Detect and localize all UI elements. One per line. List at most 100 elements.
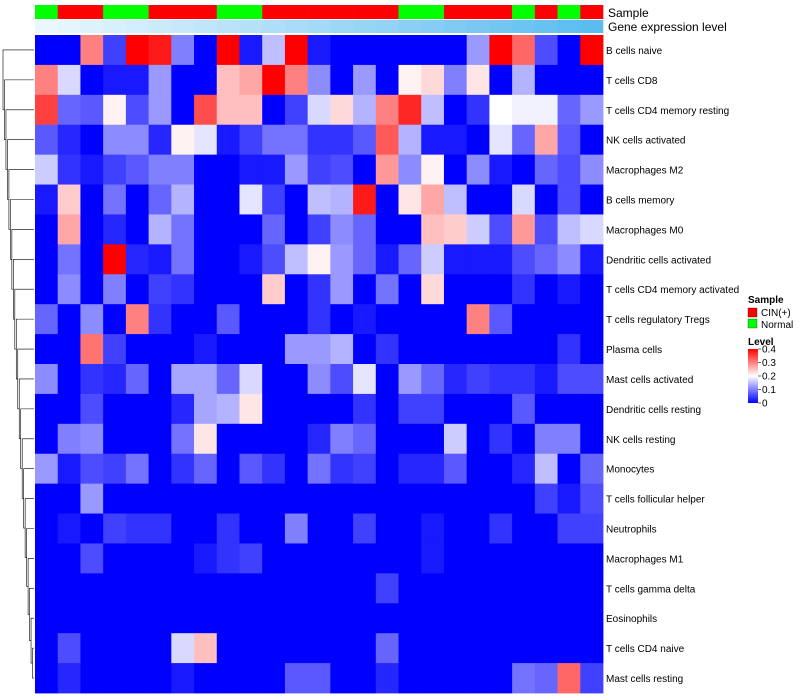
heatmap-cell (216, 304, 240, 335)
heatmap-cell (353, 603, 377, 634)
heatmap-cell (80, 35, 104, 66)
heatmap-cell (284, 663, 309, 694)
heatmap-cell (330, 483, 354, 514)
heatmap-cell (148, 64, 172, 96)
level-colorbar (748, 349, 758, 403)
heatmap-cell (80, 513, 104, 544)
heatmap-cell (262, 244, 286, 275)
sample-annotation-cell (512, 5, 536, 19)
heatmap-cell (375, 214, 399, 245)
heatmap-cell (580, 94, 604, 126)
heatmap-cell (489, 513, 513, 544)
sample-annotation-cell (375, 5, 399, 19)
heatmap-cell (489, 483, 513, 514)
heatmap-cell (512, 334, 536, 365)
heatmap-cell (557, 513, 581, 544)
heatmap-cell (125, 453, 149, 485)
heatmap-cell (35, 94, 59, 126)
heatmap-cell (330, 274, 354, 305)
heatmap-cell (580, 304, 604, 335)
heatmap-cell (489, 364, 513, 395)
expression-annotation-cell (375, 20, 399, 33)
heatmap-cell (353, 35, 377, 66)
heatmap-cell (57, 543, 81, 574)
heatmap-cell (534, 244, 558, 275)
heatmap-cell (148, 633, 172, 664)
heatmap-cell (443, 124, 468, 156)
heatmap-cell (239, 214, 263, 245)
heatmap-cell (307, 423, 331, 455)
heatmap-cell (307, 64, 331, 96)
heatmap-cell (35, 453, 59, 485)
heatmap-cell (580, 663, 604, 694)
expression-annotation-cell (443, 20, 467, 33)
heatmap-cell (103, 244, 127, 275)
heatmap-cell (512, 603, 536, 634)
sample-annotation-cell (194, 5, 218, 19)
heatmap-cell (353, 124, 377, 156)
heatmap-cell (466, 393, 490, 425)
heatmap-cell (35, 124, 59, 156)
heatmap-cell (307, 483, 331, 514)
heatmap-cell (148, 214, 172, 245)
heatmap-cell (353, 393, 377, 425)
row-label: B cells naive (606, 46, 663, 57)
heatmap-cell (330, 35, 354, 66)
heatmap-cell (534, 124, 558, 156)
expression-annotation-cell (171, 20, 195, 33)
heatmap-cell (466, 334, 490, 365)
heatmap-cell (330, 64, 354, 96)
heatmap-cell (557, 274, 581, 305)
heatmap-cell (330, 633, 354, 664)
heatmap-cell (466, 64, 490, 96)
heatmap-cell (80, 154, 104, 185)
heatmap-cell (216, 573, 240, 604)
heatmap-cell (103, 154, 127, 185)
heatmap-cell (239, 94, 263, 126)
heatmap-cell (330, 184, 354, 215)
heatmap-cell (57, 663, 81, 694)
heatmap-cell (216, 274, 240, 305)
heatmap-cell (194, 663, 218, 694)
heatmap-cell (489, 35, 513, 66)
heatmap-cell (171, 124, 195, 156)
heatmap-cell (398, 364, 422, 395)
heatmap-cell (421, 244, 445, 275)
heatmap-cell (375, 453, 399, 485)
heatmap-cell (375, 64, 399, 96)
heatmap-cell (125, 304, 149, 335)
heatmap-cell (262, 154, 286, 185)
heatmap-cell (307, 124, 331, 156)
heatmap-cell (512, 35, 536, 66)
heatmap-cell (57, 94, 81, 126)
heatmap-cell (284, 274, 309, 305)
sample-annotation-cell (330, 5, 354, 19)
heatmap-cell (148, 94, 172, 126)
heatmap-cell (330, 94, 354, 126)
heatmap-cell (443, 244, 468, 275)
heatmap-cell (80, 124, 104, 156)
heatmap-cells (35, 35, 604, 694)
heatmap-cell (171, 274, 195, 305)
heatmap-cell (557, 64, 581, 96)
heatmap-cell (489, 244, 513, 275)
heatmap-cell (580, 603, 604, 634)
heatmap-cell (194, 64, 218, 96)
heatmap-cell (353, 483, 377, 514)
heatmap-cell (125, 35, 149, 66)
heatmap-cell (534, 35, 558, 66)
sample-annotation-cell (466, 5, 490, 19)
row-label: Macrophages M2 (606, 166, 684, 177)
heatmap-cell (489, 633, 513, 664)
dendrogram-branch (20, 408, 34, 469)
heatmap-cell (35, 513, 59, 544)
heatmap-cell (239, 513, 263, 544)
heatmap-cell (466, 364, 490, 395)
heatmap-cell (307, 573, 331, 604)
heatmap-cell (489, 423, 513, 455)
heatmap-cell (80, 393, 104, 425)
heatmap-cell (239, 124, 263, 156)
heatmap-cell (557, 35, 581, 66)
heatmap-cell (580, 334, 604, 365)
heatmap-cell (512, 274, 536, 305)
